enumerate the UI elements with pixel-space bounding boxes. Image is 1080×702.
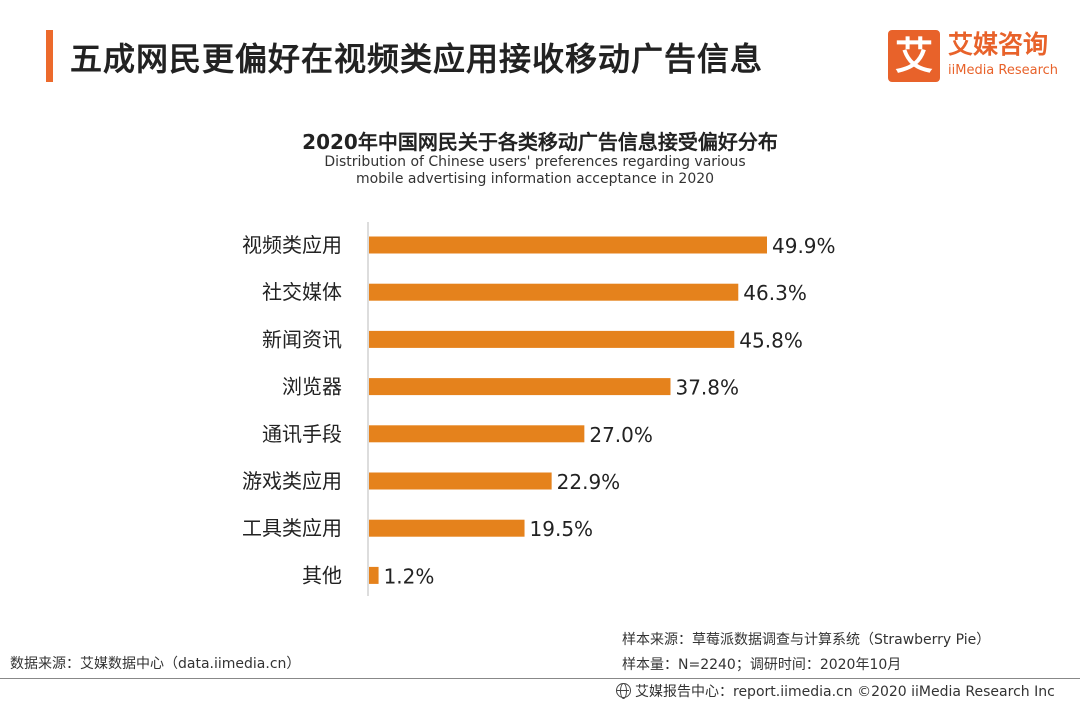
copyright-text: 艾媒报告中心：report.iimedia.cn ©2020 iiMedia R… [635, 684, 1055, 700]
globe-icon [616, 683, 631, 699]
page-title: 五成网民更偏好在视频类应用接收移动广告信息 [70, 40, 764, 78]
bar [369, 425, 585, 443]
bar [369, 236, 767, 254]
category-label: 工具类应用 [242, 516, 342, 540]
category-label: 通讯手段 [262, 422, 342, 446]
chart-title: 2020年中国网民关于各类移动广告信息接受偏好分布 [302, 130, 778, 154]
value-label: 46.3% [743, 281, 807, 305]
value-label: 19.5% [530, 517, 594, 541]
footer-divider [0, 678, 1080, 679]
value-label: 49.9% [772, 234, 836, 258]
chart-subtitle: Distribution of Chinese users' preferenc… [324, 154, 746, 187]
value-label: 37.8% [675, 376, 739, 400]
value-label: 45.8% [739, 328, 803, 352]
logo-mark-icon: 艾 [888, 30, 940, 82]
category-label: 视频类应用 [242, 233, 342, 257]
category-label: 新闻资讯 [262, 327, 342, 351]
title-accent-bar [46, 30, 53, 82]
data-source-note: 数据来源：艾媒数据中心（data.iimedia.cn） [10, 656, 301, 672]
category-label: 浏览器 [282, 375, 342, 399]
bar [369, 330, 735, 348]
logo-name-cn: 艾媒咨询 [948, 30, 1049, 59]
bar [369, 519, 525, 537]
bar [369, 283, 739, 301]
bar [369, 566, 379, 584]
value-label: 27.0% [589, 423, 653, 447]
sample-info-note: 样本量：N=2240；调研时间：2020年10月 [622, 657, 902, 673]
logo-name-en: iiMedia Research [948, 63, 1059, 78]
value-label: 22.9% [557, 470, 621, 494]
category-label: 其他 [302, 563, 342, 587]
copyright-line: 艾媒报告中心：report.iimedia.cn ©2020 iiMedia R… [616, 681, 1055, 701]
category-label: 游戏类应用 [242, 469, 342, 493]
sample-source-note: 样本来源：草莓派数据调查与计算系统（Strawberry Pie） [622, 632, 991, 648]
category-label: 社交媒体 [262, 280, 342, 304]
bar [369, 378, 671, 396]
bar [369, 472, 552, 490]
value-label: 1.2% [384, 564, 435, 588]
brand-logo: 艾 艾媒咨询 iiMedia Research [888, 30, 1064, 82]
